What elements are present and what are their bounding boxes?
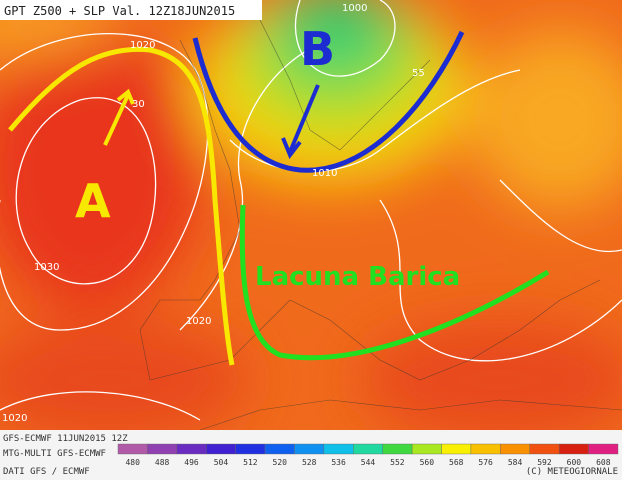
isobar-label: 55	[412, 68, 425, 79]
legend-swatch	[323, 443, 354, 455]
legend-swatch	[558, 443, 589, 455]
legend-swatch	[147, 443, 178, 455]
height-field	[0, 0, 622, 440]
legend-swatch	[470, 443, 501, 455]
high-pressure-axis	[8, 46, 235, 366]
legend-swatch	[441, 443, 472, 455]
title: GPT Z500 + SLP Val. 12Z18JUN2015	[4, 4, 235, 18]
title-box	[0, 0, 262, 20]
legend-swatch	[353, 443, 383, 455]
low-arrow	[281, 84, 320, 159]
map: A B Lacuna Barica 1020 30 1000 55 1010 1…	[0, 0, 622, 440]
isobar-label: 30	[132, 99, 145, 110]
legend-label: 600	[567, 458, 582, 467]
legend-swatch	[529, 443, 560, 455]
low-label: B	[300, 22, 335, 76]
region-axis	[239, 204, 550, 361]
legend-swatch	[235, 443, 266, 455]
legend-label: 568	[449, 458, 464, 467]
legend-swatch	[294, 443, 325, 455]
legend-label: 560	[420, 458, 435, 467]
legend-label: 576	[478, 458, 493, 467]
model-info: MTG-MULTI GFS-ECMWF	[3, 449, 106, 459]
run-info: GFS-ECMWF 11JUN2015 12Z	[3, 434, 128, 444]
legend-label: 496	[184, 458, 199, 467]
isobar-label: 1030	[34, 262, 59, 273]
legend-swatch	[588, 443, 619, 455]
legend-label: 512	[243, 458, 258, 467]
contours	[0, 0, 622, 421]
copyright: (C) METEOGIORNALE	[526, 467, 618, 477]
high-arrow	[103, 88, 135, 146]
legend-swatch	[500, 443, 530, 455]
legend-label: 544	[361, 458, 376, 467]
legend-label: 480	[125, 458, 140, 467]
legend-swatch	[176, 443, 207, 455]
source-info: DATI GFS / ECMWF	[3, 467, 90, 477]
isobar-label: 1020	[186, 316, 211, 327]
legend-label: 552	[390, 458, 405, 467]
footer-background	[0, 430, 622, 480]
region-label: Lacuna Barica	[255, 262, 460, 292]
isobar-label: 1010	[312, 168, 337, 179]
legend-label: 608	[596, 458, 611, 467]
trough-axis	[192, 30, 465, 173]
legend-swatch	[206, 443, 236, 455]
footer: GFS-ECMWF 11JUN2015 12Z MTG-MULTI GFS-EC…	[0, 430, 622, 480]
legend-swatch	[264, 443, 295, 455]
isobar-label: 1020	[2, 413, 27, 424]
legend-swatch	[382, 443, 413, 455]
legend-label: 520	[273, 458, 288, 467]
legend-swatch	[411, 443, 442, 455]
legend-label: 488	[155, 458, 170, 467]
isobar-label: 1000	[342, 3, 367, 14]
legend-label: 504	[214, 458, 229, 467]
legend-label: 536	[331, 458, 346, 467]
legend-swatch	[117, 443, 148, 455]
legend-label: 592	[537, 458, 552, 467]
legend-label: 584	[508, 458, 523, 467]
coastlines	[139, 19, 622, 431]
legend-label: 528	[302, 458, 317, 467]
isobar-label: 1020	[130, 40, 155, 51]
high-label: A	[75, 174, 111, 228]
